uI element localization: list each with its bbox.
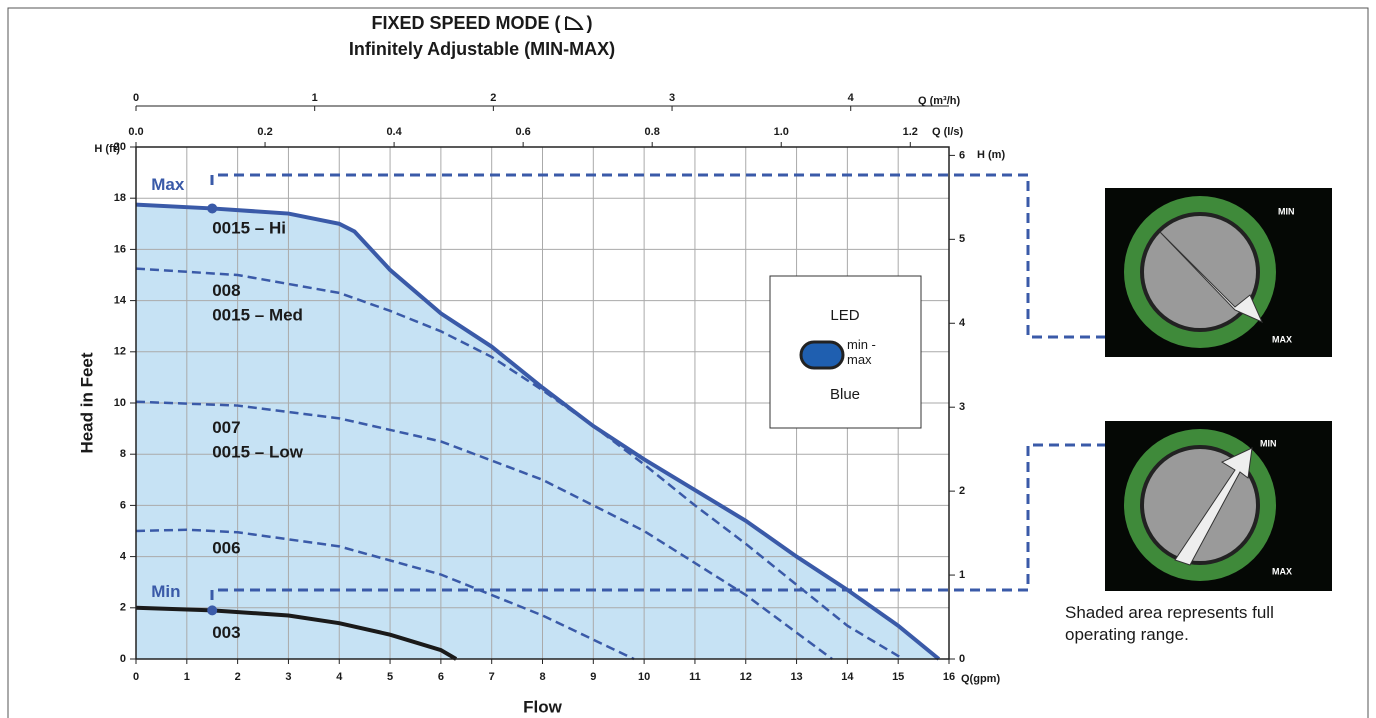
x-tick-label: 11	[689, 671, 701, 683]
annotation: 008	[212, 281, 240, 300]
y-tick-label: 10	[114, 397, 126, 409]
title: FIXED SPEED MODE ()	[0, 10, 964, 36]
dial-max: MAX	[1272, 566, 1292, 576]
x-tick-label: 0	[133, 671, 139, 683]
y-tick-label: 4	[120, 551, 127, 563]
x3-tick-label: 0.2	[257, 126, 272, 138]
frame	[7, 7, 1369, 718]
x-tick-label: 10	[638, 671, 650, 683]
dial-max: MAX	[1272, 334, 1292, 344]
y-tick-label: 18	[114, 192, 126, 204]
x-tick-label: 15	[892, 671, 904, 683]
x-tick-label: 16	[943, 671, 955, 683]
x-tick-label: 4	[336, 671, 343, 683]
x-tick-label: 6	[438, 671, 444, 683]
annotation: 007	[212, 418, 240, 437]
x-axis-title: Flow	[523, 697, 562, 716]
x-tick-label: 1	[184, 671, 190, 683]
y-tick-label: 6	[120, 499, 126, 511]
x2-tick-label: 1	[312, 92, 318, 104]
x3-tick-label: 1.2	[903, 126, 918, 138]
title-end: )	[586, 13, 593, 33]
x-tick-label: 13	[790, 671, 802, 683]
connector-max	[210, 173, 1105, 339]
x-tick-label: 5	[387, 671, 393, 683]
x2-unit: Q (m³/h)	[918, 95, 960, 107]
curve	[135, 400, 833, 661]
y-tick-label: 14	[114, 295, 127, 307]
point	[207, 203, 218, 214]
y2-tick-label: 1	[959, 569, 965, 581]
plot-border	[135, 146, 950, 660]
annotation: 0015 – Hi	[212, 218, 286, 237]
y-tick-label: 2	[120, 602, 126, 614]
annotation: 006	[212, 538, 240, 557]
y2-tick-label: 0	[959, 653, 965, 665]
x-tick-label: 12	[740, 671, 752, 683]
x-tick-label: 3	[285, 671, 291, 683]
x3-tick-label: 0.8	[645, 126, 660, 138]
connector-min	[210, 443, 1105, 600]
annotation: Min	[151, 582, 180, 601]
title-text: FIXED SPEED MODE (	[371, 13, 561, 33]
annotation: 0015 – Low	[212, 442, 303, 461]
led-color: Blue	[830, 386, 860, 403]
dial-min: MIN	[1278, 206, 1295, 216]
y-tick-label: 20	[114, 141, 126, 153]
y2-tick-label: 5	[959, 233, 965, 245]
caption: Shaded area represents full operating ra…	[1065, 603, 1274, 644]
annotation: Max	[151, 175, 185, 194]
curve	[135, 528, 635, 661]
x-unit: Q(gpm)	[961, 673, 1000, 685]
x-tick-label: 7	[489, 671, 495, 683]
x-tick-label: 2	[235, 671, 241, 683]
x3-tick-label: 0.0	[128, 126, 143, 138]
y-tick-label: 16	[114, 243, 126, 255]
curve	[135, 202, 941, 661]
led-mode: min - max	[847, 337, 876, 367]
y2-tick-label: 3	[959, 401, 965, 413]
y2-tick-label: 4	[959, 317, 966, 329]
annotation: 0015 – Med	[212, 305, 303, 324]
title-block: FIXED SPEED MODE () Infinitely Adjustabl…	[0, 10, 964, 62]
dial-1: MIN MAX	[1105, 188, 1332, 357]
led-icon	[799, 340, 845, 370]
annotation: 003	[212, 623, 240, 642]
dial-2: MIN MAX	[1105, 421, 1332, 591]
y2-unit: H (m)	[977, 149, 1005, 161]
x2-tick-label: 0	[133, 92, 139, 104]
y-tick-label: 12	[114, 346, 126, 358]
dial-min: MIN	[1260, 438, 1277, 448]
y2-tick-label: 6	[959, 149, 965, 161]
point	[207, 605, 218, 616]
y2-tick-label: 2	[959, 485, 965, 497]
led-box	[769, 275, 922, 429]
y-axis-title: Head in Feet	[77, 352, 96, 453]
subtitle: Infinitely Adjustable (MIN-MAX)	[348, 39, 616, 59]
y-tick-label: 0	[120, 653, 126, 665]
x-tick-label: 8	[539, 671, 545, 683]
y-unit: H (ft)	[94, 143, 120, 155]
x3-unit: Q (l/s)	[932, 126, 964, 138]
x2-tick-label: 3	[669, 92, 675, 104]
x3-tick-label: 0.4	[386, 126, 402, 138]
x2-tick-label: 2	[490, 92, 496, 104]
x3-tick-label: 1.0	[774, 126, 789, 138]
x3-tick-label: 0.6	[515, 126, 530, 138]
curve	[135, 267, 904, 661]
mode-icon	[564, 16, 584, 30]
x-tick-label: 14	[841, 671, 854, 683]
connectors	[210, 173, 1105, 600]
x2-tick-label: 4	[848, 92, 855, 104]
y-tick-label: 8	[120, 448, 126, 460]
x-tick-label: 9	[590, 671, 596, 683]
led-title: LED	[830, 307, 859, 324]
